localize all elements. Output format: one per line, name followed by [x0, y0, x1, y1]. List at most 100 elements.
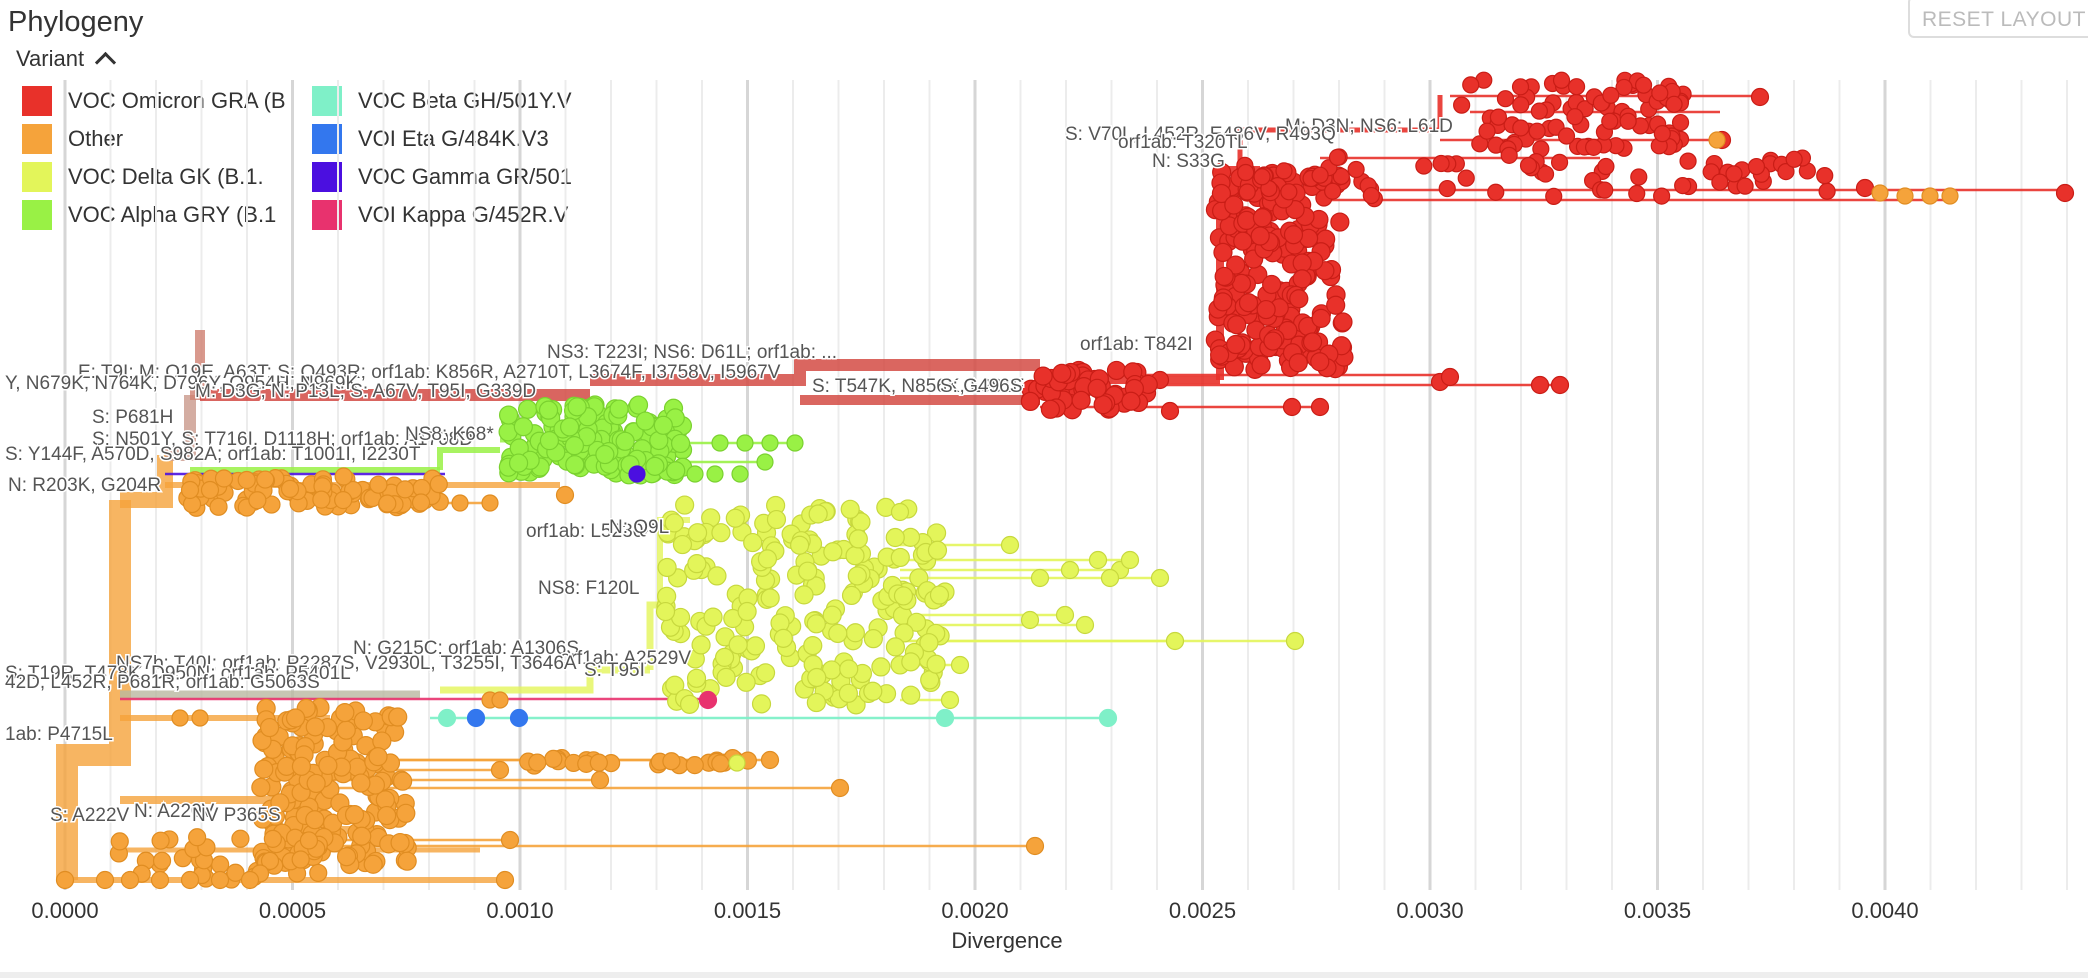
tip-node[interactable]: [490, 760, 510, 780]
tip-node[interactable]: [1280, 183, 1298, 201]
tip-node[interactable]: [336, 720, 356, 740]
tip-node[interactable]: [595, 444, 615, 465]
tip-node[interactable]: [1292, 269, 1312, 289]
tip-node[interactable]: [675, 495, 695, 515]
tip-node[interactable]: [1330, 212, 1350, 232]
tip-node[interactable]: [1736, 177, 1754, 195]
tip-node[interactable]: [1653, 125, 1671, 143]
tip-node[interactable]: [1457, 169, 1475, 187]
tip-node[interactable]: [1311, 166, 1329, 184]
tip-node[interactable]: [760, 588, 780, 608]
tip-node[interactable]: [808, 504, 828, 524]
legend-item-omicron[interactable]: VOC Omicron GRA (B: [22, 86, 300, 120]
tip-node[interactable]: [1251, 355, 1271, 375]
tip-node[interactable]: [344, 805, 365, 825]
tip-node[interactable]: [1545, 187, 1563, 205]
tip-node[interactable]: [352, 826, 372, 846]
tip-node[interactable]: [885, 637, 906, 657]
tip-node[interactable]: [260, 851, 280, 871]
tip-node[interactable]: [1552, 71, 1571, 89]
tip-node[interactable]: [687, 523, 708, 543]
tip-node[interactable]: [191, 709, 209, 727]
tip-node[interactable]: [1332, 167, 1350, 186]
tip-node[interactable]: [1106, 360, 1127, 381]
tip-node[interactable]: [1333, 312, 1353, 332]
tip-node[interactable]: [628, 395, 649, 415]
tip-node[interactable]: [1233, 231, 1253, 251]
tip-node[interactable]: [1634, 76, 1653, 94]
tip-node[interactable]: [1597, 157, 1615, 176]
tip-node[interactable]: [711, 754, 730, 773]
tip-node[interactable]: [665, 675, 685, 695]
tip-node[interactable]: [1236, 210, 1257, 231]
tip-node[interactable]: [180, 480, 200, 500]
tip-node[interactable]: [280, 479, 300, 498]
tip-node[interactable]: [1777, 162, 1795, 181]
tip-node[interactable]: [670, 433, 691, 454]
tip-node[interactable]: [893, 586, 914, 606]
tip-node[interactable]: [1550, 375, 1570, 395]
tip-node[interactable]: [935, 708, 955, 728]
tip-node[interactable]: [481, 494, 499, 512]
tip-node[interactable]: [1211, 183, 1232, 204]
tip-node[interactable]: [1213, 242, 1233, 263]
tip-node[interactable]: [152, 851, 172, 870]
tip-node[interactable]: [686, 668, 707, 688]
tip-node[interactable]: [226, 863, 245, 882]
tip-node[interactable]: [1512, 119, 1530, 137]
tip-node[interactable]: [1921, 187, 1939, 205]
tip-node[interactable]: [95, 870, 115, 890]
tip-node[interactable]: [950, 655, 970, 675]
tip-node[interactable]: [538, 400, 559, 420]
legend-toggle[interactable]: Variant: [16, 46, 117, 74]
tip-node[interactable]: [664, 513, 684, 533]
tip-node[interactable]: [706, 465, 724, 483]
tip-node[interactable]: [679, 694, 700, 714]
tip-node[interactable]: [686, 465, 704, 483]
tip-node[interactable]: [560, 417, 580, 437]
tip-node[interactable]: [1275, 162, 1293, 180]
tip-node[interactable]: [1512, 96, 1530, 114]
tip-node[interactable]: [451, 494, 469, 512]
tip-node[interactable]: [755, 663, 776, 683]
tip-node[interactable]: [672, 534, 693, 555]
tip-node[interactable]: [731, 465, 749, 483]
tip-node[interactable]: [1087, 378, 1107, 398]
tip-node[interactable]: [1033, 366, 1053, 386]
tip-node[interactable]: [1150, 568, 1170, 588]
tip-node[interactable]: [1511, 78, 1530, 96]
tip-node[interactable]: [1941, 187, 1959, 205]
tip-node[interactable]: [743, 532, 763, 553]
tip-node[interactable]: [466, 708, 486, 728]
tip-node[interactable]: [1310, 397, 1330, 417]
tip-node[interactable]: [840, 499, 860, 519]
tip-node[interactable]: [1238, 183, 1256, 201]
tip-node[interactable]: [940, 690, 960, 710]
tip-node[interactable]: [1121, 391, 1141, 411]
tip-node[interactable]: [830, 778, 850, 798]
tip-node[interactable]: [666, 461, 686, 481]
tip-node[interactable]: [1536, 165, 1555, 183]
tip-node[interactable]: [885, 527, 905, 548]
tip-node[interactable]: [1020, 610, 1040, 630]
tip-node[interactable]: [766, 509, 787, 530]
tip-node[interactable]: [645, 456, 665, 476]
tip-node[interactable]: [1500, 146, 1518, 164]
tip-node[interactable]: [655, 601, 676, 622]
tip-node[interactable]: [628, 465, 646, 483]
tip-node[interactable]: [539, 431, 560, 451]
tip-node[interactable]: [822, 605, 842, 625]
tip-node[interactable]: [711, 523, 731, 543]
tip-node[interactable]: [1253, 168, 1271, 186]
tip-node[interactable]: [590, 770, 610, 790]
tree-tips[interactable]: [55, 71, 2075, 890]
tip-node[interactable]: [1585, 138, 1603, 156]
tip-node[interactable]: [1362, 186, 1380, 205]
tip-node[interactable]: [1250, 226, 1270, 246]
tip-node[interactable]: [500, 830, 520, 850]
tip-node[interactable]: [657, 557, 677, 578]
tip-node[interactable]: [237, 470, 256, 490]
tip-node[interactable]: [248, 491, 267, 510]
tip-node[interactable]: [1601, 112, 1619, 130]
tip-node[interactable]: [806, 614, 826, 634]
